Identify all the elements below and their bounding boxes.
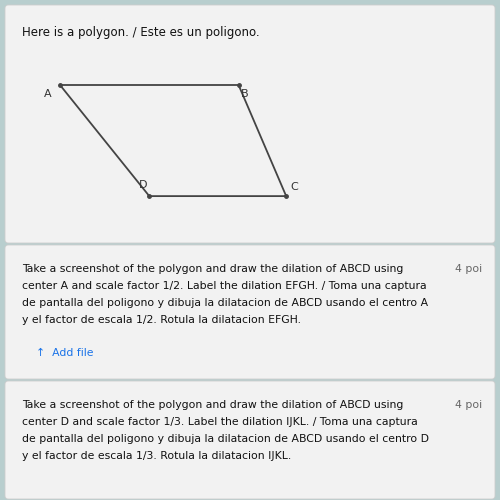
Text: D: D bbox=[139, 180, 147, 190]
FancyBboxPatch shape bbox=[5, 5, 495, 243]
Text: de pantalla del poligono y dibuja la dilatacion de ABCD usando el centro D: de pantalla del poligono y dibuja la dil… bbox=[22, 434, 429, 444]
Text: 4 poi: 4 poi bbox=[455, 264, 482, 274]
Text: Take a screenshot of the polygon and draw the dilation of ABCD using: Take a screenshot of the polygon and dra… bbox=[22, 400, 404, 410]
Text: ↑  Add file: ↑ Add file bbox=[36, 348, 94, 358]
Text: y el factor de escala 1/2. Rotula la dilatacion EFGH.: y el factor de escala 1/2. Rotula la dil… bbox=[22, 315, 301, 325]
Text: C: C bbox=[290, 182, 298, 192]
FancyBboxPatch shape bbox=[5, 381, 495, 499]
Text: A: A bbox=[44, 89, 52, 99]
Text: center A and scale factor 1/2. Label the dilation EFGH. / Toma una captura: center A and scale factor 1/2. Label the… bbox=[22, 281, 426, 291]
Text: B: B bbox=[240, 89, 248, 99]
Text: Take a screenshot of the polygon and draw the dilation of ABCD using: Take a screenshot of the polygon and dra… bbox=[22, 264, 404, 274]
Text: 4 poi: 4 poi bbox=[455, 400, 482, 410]
Text: de pantalla del poligono y dibuja la dilatacion de ABCD usando el centro A: de pantalla del poligono y dibuja la dil… bbox=[22, 298, 428, 308]
Text: Here is a polygon. / Este es un poligono.: Here is a polygon. / Este es un poligono… bbox=[22, 26, 260, 39]
Text: center D and scale factor 1/3. Label the dilation IJKL. / Toma una captura: center D and scale factor 1/3. Label the… bbox=[22, 417, 418, 427]
FancyBboxPatch shape bbox=[5, 245, 495, 379]
Text: y el factor de escala 1/3. Rotula la dilatacion IJKL.: y el factor de escala 1/3. Rotula la dil… bbox=[22, 451, 291, 461]
